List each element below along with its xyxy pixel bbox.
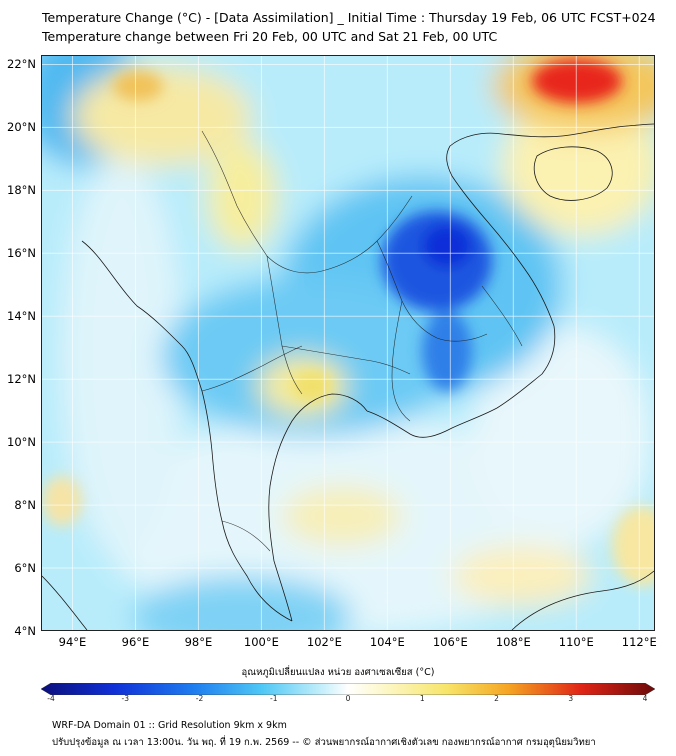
temperature-change-map[interactable] xyxy=(41,55,655,631)
lat-label: 14°N xyxy=(7,309,36,324)
footer-model-info: WRF-DA Domain 01 :: Grid Resolution 9km … xyxy=(52,720,287,731)
temperature-field-detail xyxy=(42,59,654,586)
colorbar-tick-label: -1 xyxy=(270,694,278,703)
colorbar-tick-label: 4 xyxy=(642,694,648,703)
lat-label: 10°N xyxy=(7,435,36,450)
colorbar xyxy=(40,680,656,696)
lon-label: 102°E xyxy=(306,635,342,649)
coastlines-and-borders xyxy=(42,123,654,630)
colorbar-tick-label: 1 xyxy=(419,694,425,703)
lat-label: 18°N xyxy=(7,183,36,198)
lat-label: 6°N xyxy=(14,561,36,576)
colorbar-tick-label: -3 xyxy=(121,694,129,703)
lat-lon-grid xyxy=(42,56,654,630)
lat-label: 16°N xyxy=(7,246,36,261)
colorbar-tick-label: -2 xyxy=(195,694,204,703)
lon-label: 96°E xyxy=(121,635,150,649)
lon-label: 98°E xyxy=(184,635,213,649)
lat-label: 12°N xyxy=(7,372,36,387)
colorbar-tick-label: 3 xyxy=(568,694,574,703)
lon-label: 112°E xyxy=(621,635,657,649)
colorbar-tick-label: 2 xyxy=(494,694,499,703)
footer-credit: ปรับปรุงข้อมูล ณ เวลา 13:00น. วัน พฤ. ที… xyxy=(52,737,596,748)
country-borders xyxy=(201,130,523,552)
chart-subtitle: Temperature change between Fri 20 Feb, 0… xyxy=(42,29,498,44)
colorbar-tick-label: -4 xyxy=(47,694,55,703)
lat-label: 4°N xyxy=(14,624,36,638)
lat-label: 20°N xyxy=(7,120,36,135)
lon-label: 108°E xyxy=(495,635,531,649)
colorbar-title: อุณหภูมิเปลี่ยนแปลง หน่วย องศาเซลเซียส (… xyxy=(241,667,435,678)
lat-label: 22°N xyxy=(7,57,36,72)
lat-label: 8°N xyxy=(14,498,36,513)
colorbar-tick-label: 0 xyxy=(345,694,351,703)
lon-label: 104°E xyxy=(369,635,405,649)
lon-label: 100°E xyxy=(243,635,279,649)
chart-title: Temperature Change (°C) - [Data Assimila… xyxy=(42,10,656,25)
lon-label: 106°E xyxy=(432,635,468,649)
lon-label: 94°E xyxy=(58,635,87,649)
temperature-field xyxy=(42,56,654,630)
lon-label: 110°E xyxy=(558,635,594,649)
